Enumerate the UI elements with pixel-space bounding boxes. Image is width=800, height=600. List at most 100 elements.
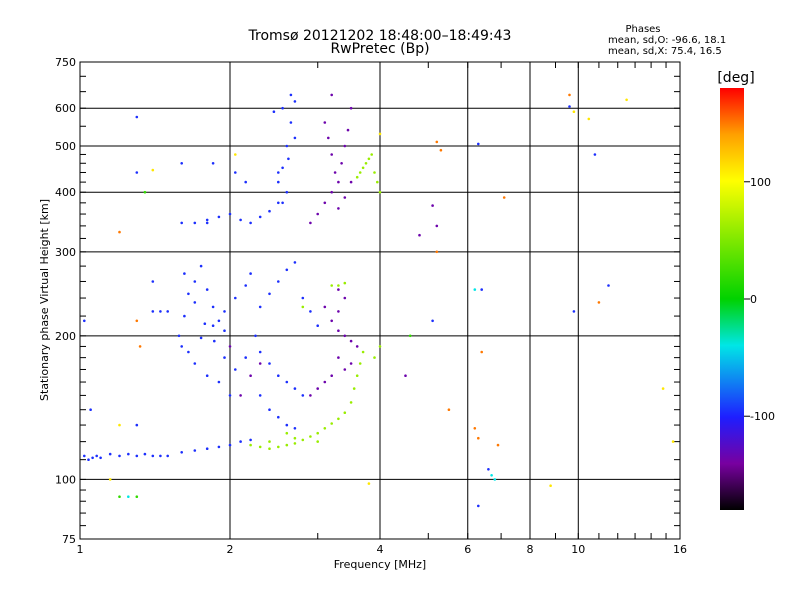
data-point xyxy=(287,157,290,161)
x-tick-label: 10 xyxy=(571,543,585,556)
data-point xyxy=(268,447,271,451)
data-point xyxy=(180,221,183,225)
data-point xyxy=(211,324,215,328)
data-point xyxy=(268,408,271,412)
data-point xyxy=(343,411,347,415)
data-point xyxy=(367,482,371,485)
data-point xyxy=(180,162,183,165)
data-point xyxy=(301,296,305,300)
data-point xyxy=(277,415,280,419)
data-point xyxy=(293,427,297,430)
data-point xyxy=(343,296,347,300)
data-point xyxy=(289,93,293,97)
data-point xyxy=(447,408,451,412)
data-point xyxy=(323,121,327,124)
data-point xyxy=(193,280,197,283)
data-point xyxy=(193,221,197,225)
data-point xyxy=(337,284,340,287)
colorbar-tick-label: 0 xyxy=(750,293,757,306)
y-tick-label: 400 xyxy=(55,186,76,199)
data-point xyxy=(285,144,289,148)
stats-line-x: mean, sd,X: 75.4, 16.5 xyxy=(608,46,722,57)
data-point xyxy=(330,422,334,425)
data-point xyxy=(205,221,209,225)
data-point xyxy=(277,445,280,449)
x-tick-label: 4 xyxy=(377,543,384,556)
data-point xyxy=(228,394,232,397)
data-point xyxy=(217,445,221,449)
data-point xyxy=(473,427,477,430)
data-point xyxy=(118,423,121,427)
data-point xyxy=(159,310,162,313)
data-point xyxy=(217,215,221,219)
data-point xyxy=(223,310,226,313)
data-point xyxy=(378,132,382,136)
data-point xyxy=(285,268,289,272)
data-point xyxy=(378,345,382,348)
data-point xyxy=(277,171,280,174)
data-point xyxy=(349,401,353,404)
data-point xyxy=(258,305,262,309)
data-point xyxy=(343,368,347,371)
y-tick-label: 300 xyxy=(55,246,76,259)
data-point xyxy=(349,180,353,184)
colorbar-tick-label: -100 xyxy=(750,410,775,423)
data-point xyxy=(203,322,207,326)
data-point xyxy=(87,458,90,462)
x-axis-label: Frequency [MHz] xyxy=(334,558,426,571)
data-point xyxy=(228,345,232,348)
data-point xyxy=(244,356,247,359)
data-point xyxy=(258,394,262,397)
y-tick-label: 100 xyxy=(55,473,76,486)
data-point xyxy=(258,215,262,219)
data-point xyxy=(316,212,320,216)
data-point xyxy=(228,443,232,447)
data-point xyxy=(199,264,203,268)
data-point xyxy=(477,436,480,440)
data-point xyxy=(249,272,252,275)
data-point xyxy=(187,350,190,354)
data-point xyxy=(151,280,155,283)
data-point xyxy=(244,284,247,287)
data-point xyxy=(285,423,289,427)
data-point xyxy=(118,454,121,458)
data-point xyxy=(355,374,359,378)
data-point xyxy=(277,201,280,205)
data-point xyxy=(268,362,271,365)
data-point xyxy=(343,334,347,338)
data-point xyxy=(193,362,197,365)
data-point xyxy=(431,319,434,323)
data-point xyxy=(89,408,92,412)
data-point xyxy=(473,288,477,291)
data-point xyxy=(205,374,209,378)
data-point xyxy=(213,339,216,343)
data-point xyxy=(316,387,320,390)
data-point xyxy=(193,449,197,452)
data-point xyxy=(135,454,139,458)
data-point xyxy=(349,362,353,365)
data-point xyxy=(127,495,130,499)
chart-title: Tromsø 20121202 18:48:00–18:49:43 xyxy=(248,28,512,44)
data-point xyxy=(439,148,443,152)
data-point xyxy=(349,339,353,343)
data-point xyxy=(572,310,576,313)
data-point xyxy=(205,288,209,291)
data-point xyxy=(607,284,610,287)
x-axis: 1 2 4 6 8 10 16 xyxy=(77,62,687,556)
data-point xyxy=(435,250,439,254)
data-point xyxy=(217,380,221,384)
data-point xyxy=(205,218,209,222)
data-point xyxy=(333,171,337,174)
data-point xyxy=(187,292,190,296)
y-axis-label: Stationary phase Virtual Height [km] xyxy=(38,199,51,401)
data-point xyxy=(258,350,262,354)
data-point xyxy=(258,362,262,365)
data-point xyxy=(301,394,305,397)
data-point xyxy=(268,440,271,443)
data-point xyxy=(431,204,434,207)
data-point xyxy=(568,105,571,108)
data-points xyxy=(83,93,675,508)
data-point xyxy=(217,319,221,323)
data-point xyxy=(549,484,552,488)
data-point xyxy=(205,447,209,451)
